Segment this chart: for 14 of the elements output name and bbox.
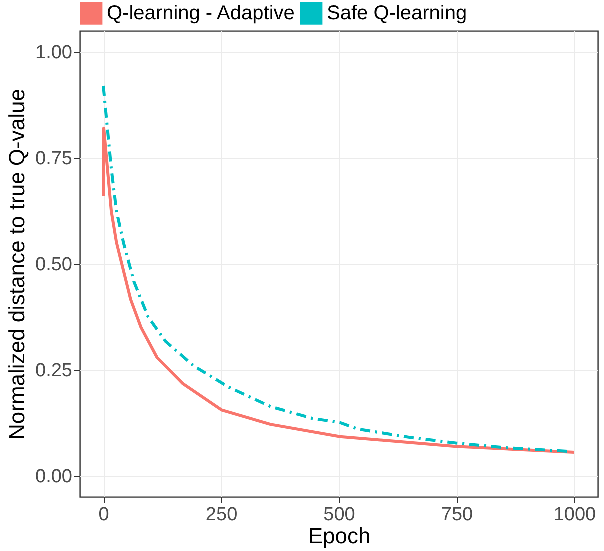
x-tick-label: 1000	[554, 504, 596, 526]
x-tick-label: 500	[324, 504, 356, 526]
x-tick-label: 0	[98, 504, 110, 526]
y-tick-label: 1.00	[36, 42, 72, 64]
y-tick-label: 0.00	[36, 466, 72, 488]
legend-label: Safe Q-learning	[327, 2, 468, 25]
x-tick-label: 750	[441, 504, 474, 526]
y-tick-label: 0.75	[36, 148, 72, 170]
legend-label: Q-learning - Adaptive	[107, 2, 295, 25]
y-axis-title: Normalized distance to true Q-value	[4, 89, 30, 440]
y-tick-label: 0.25	[36, 360, 72, 382]
y-tick-label: 0.50	[36, 254, 72, 276]
x-axis-title: Epoch	[308, 524, 371, 548]
x-tick-label: 250	[206, 504, 238, 526]
